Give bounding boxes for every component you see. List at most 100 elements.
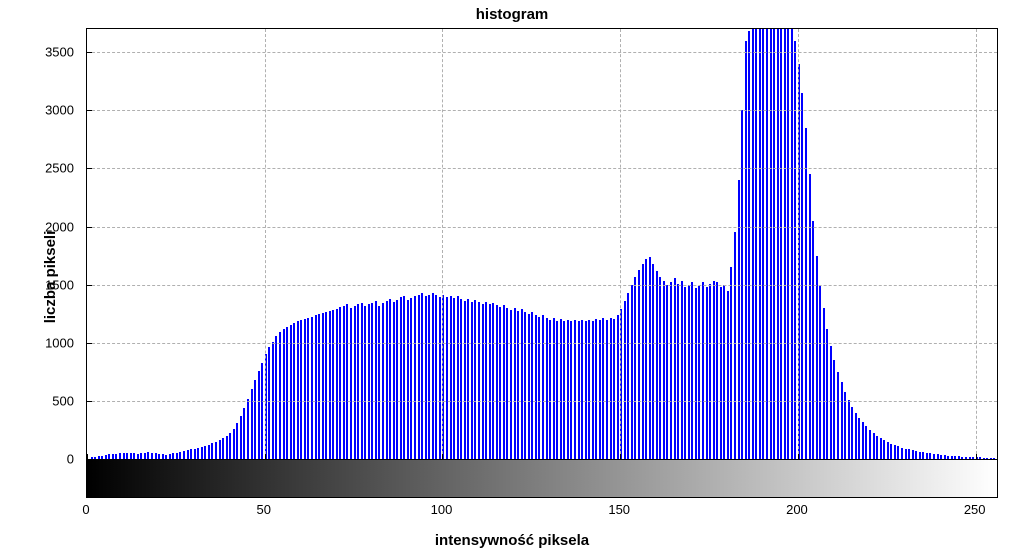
histogram-bar [986,458,988,459]
histogram-bar [510,310,512,459]
histogram-bar [183,451,185,459]
histogram-bar [958,456,960,459]
histogram-bar [698,286,700,459]
histogram-bar [258,371,260,459]
histogram-bar [645,259,647,459]
histogram-bar [414,296,416,459]
intensity-gradient-bar [86,460,998,498]
histogram-bar [848,400,850,459]
histogram-bar [304,319,306,459]
histogram-bar [201,447,203,459]
histogram-bar [851,407,853,459]
histogram-bar [400,297,402,459]
histogram-bar [485,302,487,459]
histogram-bar [659,277,661,459]
histogram-bar [410,298,412,459]
histogram-bar [208,445,210,459]
histogram-bar [382,303,384,459]
histogram-bar [243,408,245,459]
histogram-bar [467,299,469,459]
histogram-bar [496,305,498,459]
histogram-bar [140,453,142,459]
histogram-bar [997,458,998,459]
histogram-bar [418,295,420,459]
histogram-bar [147,452,149,459]
histogram-bar [801,93,803,459]
histogram-bar [339,307,341,459]
histogram-bar [617,315,619,459]
histogram-bar [482,304,484,459]
histogram-bar [492,303,494,459]
histogram-bar [158,454,160,459]
histogram-bar [421,293,423,459]
histogram-bar [748,31,750,459]
histogram-bar [841,382,843,459]
histogram-bar [919,452,921,459]
histogram-bar [929,453,931,459]
histogram-bars [87,29,997,459]
histogram-bar [837,372,839,459]
histogram-bar [961,457,963,459]
histogram-bar [983,458,985,460]
histogram-bar [567,320,569,459]
histogram-bar [435,295,437,459]
x-tick-label: 150 [608,502,630,517]
x-ticks: 050100150200250 [86,500,998,520]
histogram-bar [538,317,540,459]
histogram-bar [403,296,405,459]
histogram-bar [364,306,366,459]
histogram-bar [656,271,658,459]
histogram-bar [738,180,740,459]
histogram-bar [318,314,320,459]
histogram-bar [972,457,974,459]
histogram-bar [123,453,125,459]
histogram-bar [386,301,388,459]
histogram-bar [329,311,331,459]
x-tick-label: 200 [786,502,808,517]
histogram-bar [631,285,633,459]
histogram-bar [343,306,345,459]
histogram-bar [709,284,711,459]
histogram-bar [826,329,828,459]
histogram-bar [254,380,256,459]
histogram-bar [499,307,501,459]
histogram-bar [247,399,249,459]
histogram-bar [286,327,288,459]
histogram-bar [471,302,473,459]
histogram-bar [396,300,398,459]
x-tick-label: 100 [431,502,453,517]
histogram-bar [897,446,899,459]
histogram-bar [638,270,640,459]
x-tick-label: 0 [82,502,89,517]
histogram-bar [179,452,181,459]
histogram-bar [474,300,476,459]
histogram-bar [368,304,370,459]
histogram-bar [425,296,427,459]
histogram-bar [190,449,192,459]
histogram-bar [581,320,583,459]
y-tick-label: 3000 [45,103,74,118]
histogram-bar [439,297,441,459]
histogram-bar [713,281,715,459]
histogram-bar [233,429,235,459]
histogram-bar [236,423,238,459]
histogram-bar [947,456,949,459]
histogram-bar [688,285,690,459]
histogram-bar [346,304,348,459]
histogram-bar [187,450,189,459]
y-ticks: 0500100015002000250030003500 [0,28,82,460]
histogram-bar [332,310,334,459]
histogram-bar [745,41,747,459]
histogram-bar [876,436,878,459]
histogram-bar [752,29,754,459]
histogram-bar [211,443,213,459]
histogram-bar [684,287,686,459]
histogram-bar [137,454,139,459]
histogram-bar [634,277,636,459]
histogram-bar [592,321,594,459]
histogram-bar [574,320,576,459]
histogram-bar [560,319,562,459]
histogram-bar [162,454,164,459]
histogram-bar [450,296,452,459]
histogram-bar [805,128,807,459]
